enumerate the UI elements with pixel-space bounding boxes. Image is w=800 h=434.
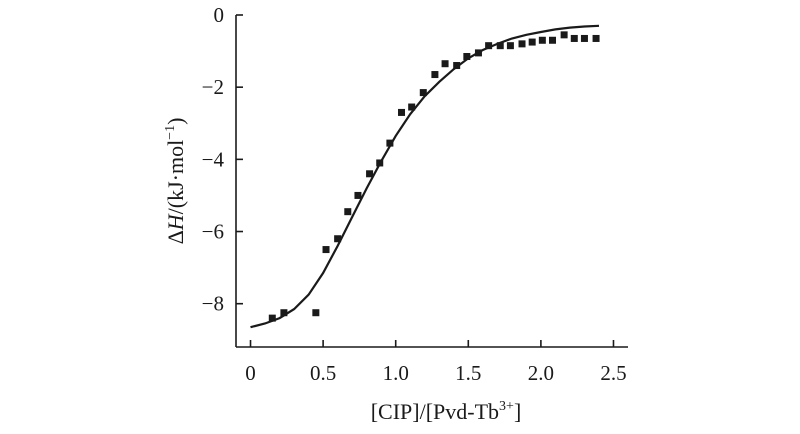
x-tick-label: 2.5 [600,361,626,385]
y-tick-label: −4 [202,147,225,171]
y-axis-label: ΔH/(kJ·mol−1) [163,118,188,245]
y-tick-label: 0 [214,3,225,27]
fit-curve [250,24,600,329]
data-point [496,42,504,50]
data-point [334,235,342,243]
data-point [354,191,362,199]
x-tick-label: 0 [245,361,256,385]
fit-curve-layer [250,24,600,329]
y-ticks: 0 −2 −4 −6 −8 [202,3,243,316]
data-point [344,208,352,216]
data-point [560,31,568,39]
data-point [268,314,276,322]
y-tick-label: −6 [202,220,224,244]
data-point [474,49,482,57]
data-point [441,60,449,68]
plot-frame [235,15,628,348]
y-tick-label: −2 [202,75,224,99]
data-point [528,38,536,46]
y-tick-label: −8 [202,292,224,316]
data-point [322,246,330,254]
data-point [463,53,471,60]
data-point [398,108,406,116]
data-point [506,42,514,50]
data-point [366,170,374,178]
data-point [549,36,557,44]
data-point [419,89,427,97]
x-tick-label: 2.0 [528,361,554,385]
data-point [570,34,578,42]
data-point [280,309,288,317]
data-point [538,36,546,44]
data-points-layer [268,31,600,322]
x-ticks: 0 0.5 1.0 1.5 2.0 2.5 [245,340,627,385]
data-point [592,34,600,42]
data-point [580,34,588,42]
x-tick-label: 0.5 [310,361,336,385]
data-point [386,139,394,147]
data-point [485,42,493,50]
x-axis-label: [CIP]/[Pvd-Tb3+] [371,399,522,424]
data-point [453,62,461,70]
data-point [518,40,526,48]
data-point [408,103,416,111]
data-point [431,71,439,79]
data-point [376,159,384,167]
x-tick-label: 1.0 [383,361,409,385]
data-point [312,309,320,317]
x-tick-label: 1.5 [455,361,481,385]
